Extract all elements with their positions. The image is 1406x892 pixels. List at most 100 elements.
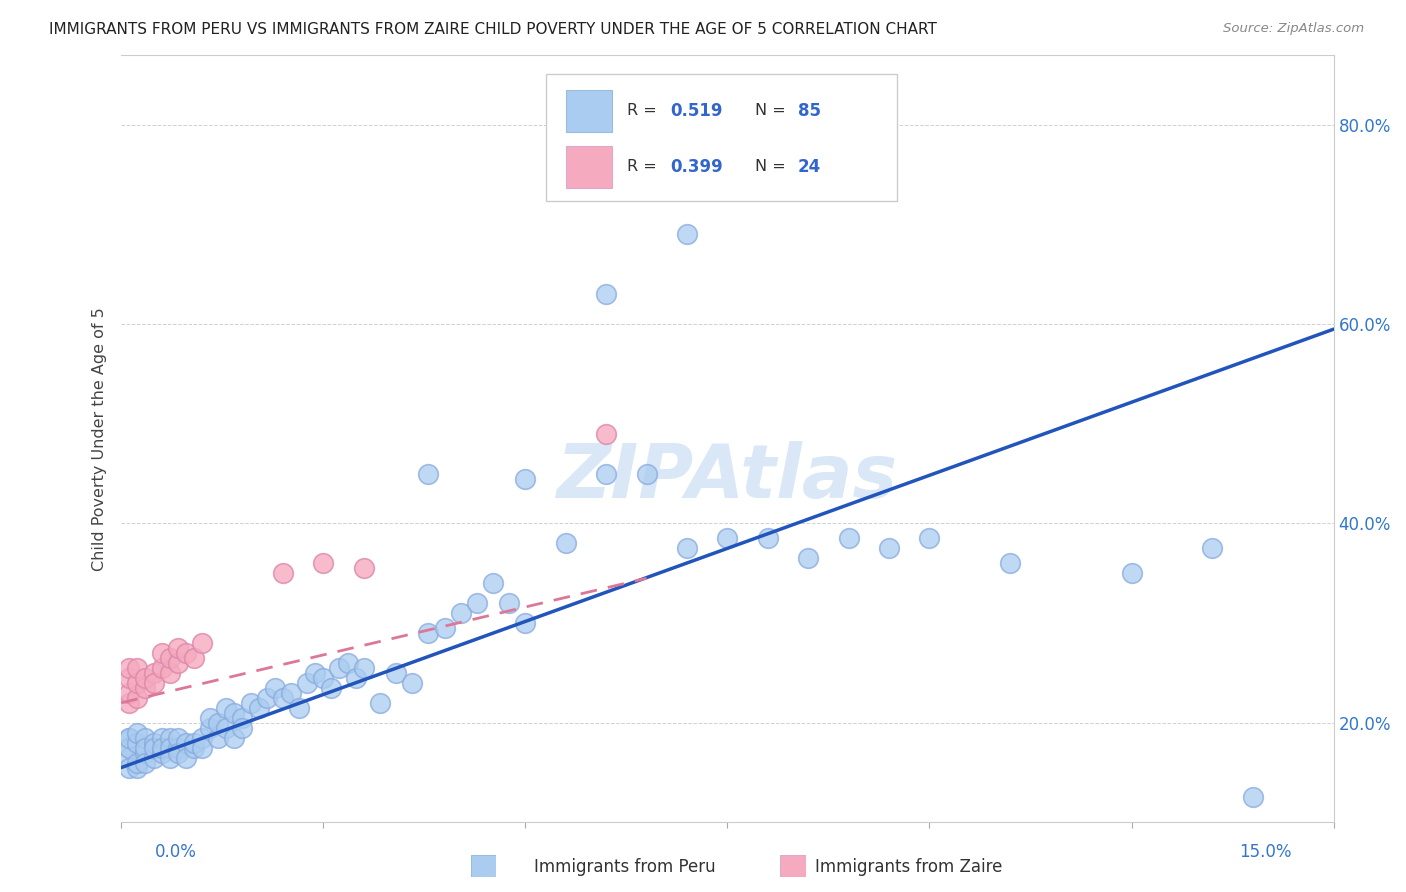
- Point: [118, 686, 141, 700]
- Point: [166, 740, 188, 755]
- Point: [595, 426, 617, 441]
- Point: [142, 676, 165, 690]
- Point: [328, 661, 350, 675]
- Point: [134, 756, 156, 770]
- Point: [433, 621, 456, 635]
- Point: [159, 740, 181, 755]
- Point: [166, 746, 188, 760]
- Point: [191, 636, 214, 650]
- Point: [174, 646, 197, 660]
- Point: [118, 740, 141, 755]
- Point: [838, 532, 860, 546]
- Point: [482, 576, 505, 591]
- Point: [450, 606, 472, 620]
- FancyBboxPatch shape: [546, 74, 897, 201]
- Point: [271, 690, 294, 705]
- Point: [118, 661, 141, 675]
- Point: [344, 671, 367, 685]
- Point: [127, 661, 149, 675]
- Point: [134, 671, 156, 685]
- Point: [247, 700, 270, 714]
- Point: [224, 731, 246, 745]
- Point: [1121, 566, 1143, 581]
- Point: [142, 665, 165, 680]
- Point: [127, 690, 149, 705]
- Point: [150, 740, 173, 755]
- Point: [385, 665, 408, 680]
- Point: [368, 696, 391, 710]
- Point: [465, 596, 488, 610]
- Point: [716, 532, 738, 546]
- Text: 0.0%: 0.0%: [155, 843, 197, 861]
- Point: [134, 681, 156, 695]
- Point: [756, 532, 779, 546]
- Text: R =: R =: [627, 103, 662, 119]
- Point: [418, 467, 440, 481]
- Point: [554, 536, 576, 550]
- Text: 0.399: 0.399: [671, 158, 723, 176]
- Point: [280, 686, 302, 700]
- Point: [198, 711, 221, 725]
- Point: [166, 640, 188, 655]
- Point: [159, 665, 181, 680]
- Point: [498, 596, 520, 610]
- Text: IMMIGRANTS FROM PERU VS IMMIGRANTS FROM ZAIRE CHILD POVERTY UNDER THE AGE OF 5 C: IMMIGRANTS FROM PERU VS IMMIGRANTS FROM …: [49, 22, 936, 37]
- Text: N =: N =: [755, 160, 792, 174]
- Point: [256, 690, 278, 705]
- Text: 24: 24: [797, 158, 821, 176]
- Text: R =: R =: [627, 160, 662, 174]
- Point: [142, 736, 165, 750]
- Point: [127, 756, 149, 770]
- Point: [353, 661, 375, 675]
- Point: [321, 681, 343, 695]
- Point: [118, 731, 141, 745]
- Point: [127, 725, 149, 739]
- Point: [118, 750, 141, 764]
- Point: [515, 616, 537, 631]
- Point: [134, 746, 156, 760]
- Point: [595, 467, 617, 481]
- Point: [142, 750, 165, 764]
- Point: [134, 731, 156, 745]
- Point: [231, 721, 253, 735]
- Point: [174, 736, 197, 750]
- Point: [676, 541, 699, 556]
- Text: N =: N =: [755, 103, 792, 119]
- Point: [159, 750, 181, 764]
- Point: [312, 557, 335, 571]
- Point: [150, 731, 173, 745]
- Point: [127, 676, 149, 690]
- Point: [418, 626, 440, 640]
- Point: [118, 740, 141, 755]
- Point: [166, 731, 188, 745]
- Text: 85: 85: [797, 102, 821, 120]
- Point: [401, 676, 423, 690]
- Point: [288, 700, 311, 714]
- Point: [636, 467, 658, 481]
- Point: [127, 736, 149, 750]
- Text: 0.519: 0.519: [671, 102, 723, 120]
- Point: [304, 665, 326, 680]
- Point: [231, 711, 253, 725]
- Point: [150, 746, 173, 760]
- Point: [150, 646, 173, 660]
- Point: [595, 287, 617, 301]
- Point: [166, 656, 188, 670]
- Point: [207, 731, 229, 745]
- Point: [336, 656, 359, 670]
- Point: [191, 731, 214, 745]
- Point: [159, 651, 181, 665]
- Point: [174, 750, 197, 764]
- FancyBboxPatch shape: [567, 90, 612, 132]
- Point: [353, 561, 375, 575]
- Point: [877, 541, 900, 556]
- Point: [918, 532, 941, 546]
- Point: [118, 671, 141, 685]
- Point: [1241, 790, 1264, 805]
- Point: [515, 472, 537, 486]
- Point: [797, 551, 820, 566]
- Point: [215, 700, 238, 714]
- Point: [118, 696, 141, 710]
- Point: [239, 696, 262, 710]
- Point: [224, 706, 246, 720]
